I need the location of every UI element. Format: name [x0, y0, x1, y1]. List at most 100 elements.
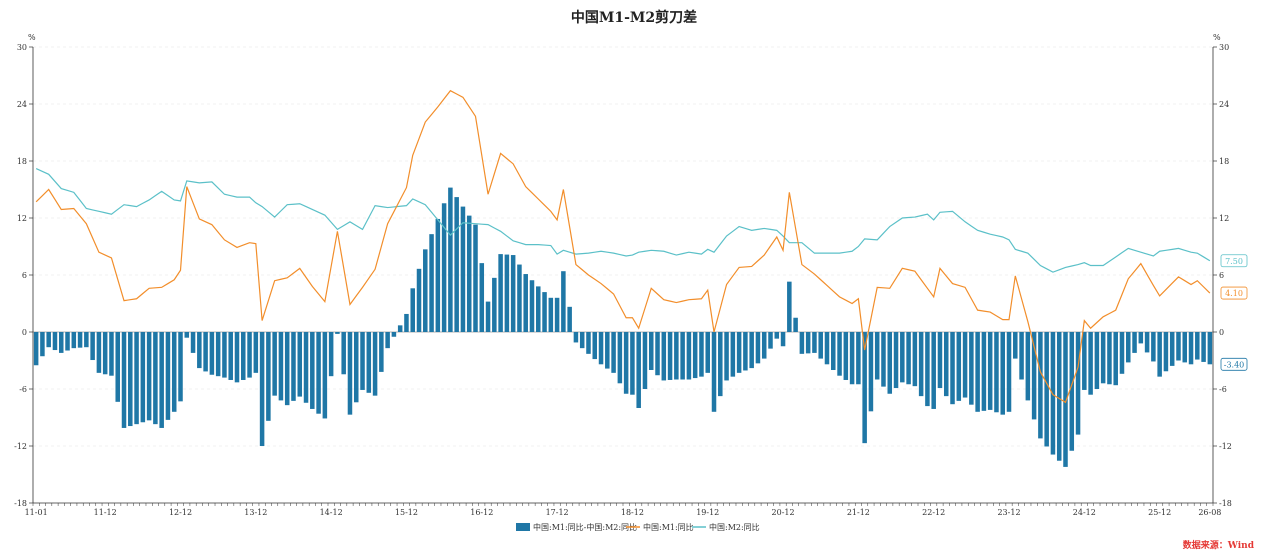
- spread-bar: [1132, 332, 1137, 353]
- spread-bar: [77, 332, 83, 348]
- spread-bar: [1182, 332, 1188, 363]
- end-label-box-m1: [1220, 286, 1248, 300]
- end-label-m1: 4.10: [1225, 289, 1243, 298]
- x-tick-label: 21-12: [847, 508, 870, 517]
- end-labels: 7.50 4.10 -3.40: [1220, 254, 1248, 371]
- x-tick-label: 20-12: [772, 508, 795, 517]
- spread-bar: [397, 325, 403, 332]
- spread-bar: [579, 332, 585, 349]
- spread-bar: [241, 332, 246, 380]
- spread-bar: [824, 332, 830, 365]
- legend-label-spread: 中国:M1:同比-中国:M2:同比: [533, 522, 637, 532]
- spread-bar: [1082, 332, 1087, 390]
- x-tick-label: 22-12: [922, 508, 945, 517]
- spread-bar: [611, 332, 616, 373]
- spread-bar: [134, 332, 139, 425]
- spread-bar: [228, 332, 233, 380]
- x-tick-label: 11-12: [94, 508, 117, 517]
- spread-bar: [84, 332, 89, 348]
- y-tick-label-right: 30: [1219, 43, 1229, 52]
- y-tick-label-left: 24: [17, 100, 27, 109]
- spread-bar: [1031, 332, 1037, 420]
- spread-bar: [209, 332, 215, 375]
- x-tick-label: 11-01: [25, 508, 48, 517]
- y-tick-label-left: 30: [17, 43, 27, 52]
- spread-bar: [743, 332, 748, 371]
- spread-bar: [868, 332, 874, 412]
- spread-bar: [736, 332, 742, 373]
- spread-bar: [925, 332, 930, 407]
- x-tick-label: 13-12: [244, 508, 267, 517]
- spread-bar: [429, 234, 434, 332]
- spread-bar: [655, 332, 660, 376]
- spread-bar: [1006, 332, 1012, 412]
- spread-bar: [197, 332, 202, 369]
- spread-bar: [1188, 332, 1194, 365]
- spread-bar: [755, 332, 761, 364]
- spread-bar: [718, 332, 723, 397]
- spread-bar: [1113, 332, 1118, 386]
- x-tick-label: 26-08: [1198, 508, 1221, 517]
- spread-bar: [234, 332, 240, 383]
- spread-bar: [881, 332, 886, 387]
- spread-bar: [473, 224, 478, 332]
- spread-bar: [266, 332, 271, 421]
- m1-line: [35, 89, 1211, 404]
- spread-bar: [956, 332, 962, 401]
- spread-bar: [887, 332, 893, 394]
- spread-bar: [316, 332, 321, 414]
- spread-bar: [686, 332, 692, 380]
- spread-bar: [950, 332, 955, 405]
- spread-bar: [1056, 332, 1062, 461]
- spread-bar: [96, 332, 102, 373]
- spread-bar: [994, 332, 999, 413]
- spread-bar: [385, 332, 390, 349]
- spread-bar: [1044, 332, 1049, 447]
- spread-bar: [630, 332, 635, 395]
- spread-bar: [278, 332, 284, 401]
- spread-bar: [328, 332, 334, 377]
- x-axis: 11-01 11-12 12-12 13-12 14-12 15-12 16-12 17-12…: [25, 502, 1221, 517]
- spread-bar: [774, 332, 780, 339]
- spread-bar: [862, 332, 867, 444]
- spread-bars: [33, 187, 1213, 467]
- spread-bar: [460, 206, 466, 332]
- x-tick-label: 14-12: [320, 508, 343, 517]
- spread-bar: [479, 263, 485, 332]
- y-tick-label-right: 0: [1219, 328, 1224, 337]
- spread-bar: [272, 332, 277, 396]
- spread-bar: [435, 218, 441, 332]
- spread-bar: [322, 332, 328, 419]
- spread-bar: [931, 332, 936, 409]
- spread-bar: [1050, 332, 1056, 455]
- spread-bar: [730, 332, 736, 377]
- spread-bar: [787, 281, 792, 332]
- spread-bar: [222, 332, 227, 378]
- spread-bar: [353, 332, 359, 403]
- spread-bar: [102, 332, 108, 375]
- spread-bar: [71, 332, 77, 349]
- spread-bar: [115, 332, 120, 402]
- spread-bar: [90, 332, 95, 361]
- spread-bar: [341, 332, 346, 375]
- spread-bar: [1176, 332, 1181, 361]
- end-label-spread: -3.40: [1224, 360, 1245, 369]
- spread-bar: [466, 215, 472, 332]
- spread-bar: [805, 332, 811, 354]
- end-label-box-m2: [1220, 254, 1248, 268]
- spread-bar: [40, 332, 45, 357]
- spread-bar: [33, 332, 39, 366]
- spread-bar: [171, 332, 177, 412]
- spread-bar: [65, 332, 70, 351]
- spread-bar: [360, 332, 365, 390]
- spread-bar: [912, 332, 918, 387]
- spread-bar: [1138, 332, 1144, 344]
- spread-bar: [310, 332, 315, 409]
- spread-bar: [837, 332, 842, 376]
- spread-bar: [159, 332, 164, 428]
- spread-bar: [592, 332, 598, 360]
- spread-bar: [598, 332, 604, 365]
- y-tick-label-right: -18: [1219, 499, 1232, 508]
- spread-bar: [586, 332, 591, 354]
- spread-bar: [52, 332, 58, 351]
